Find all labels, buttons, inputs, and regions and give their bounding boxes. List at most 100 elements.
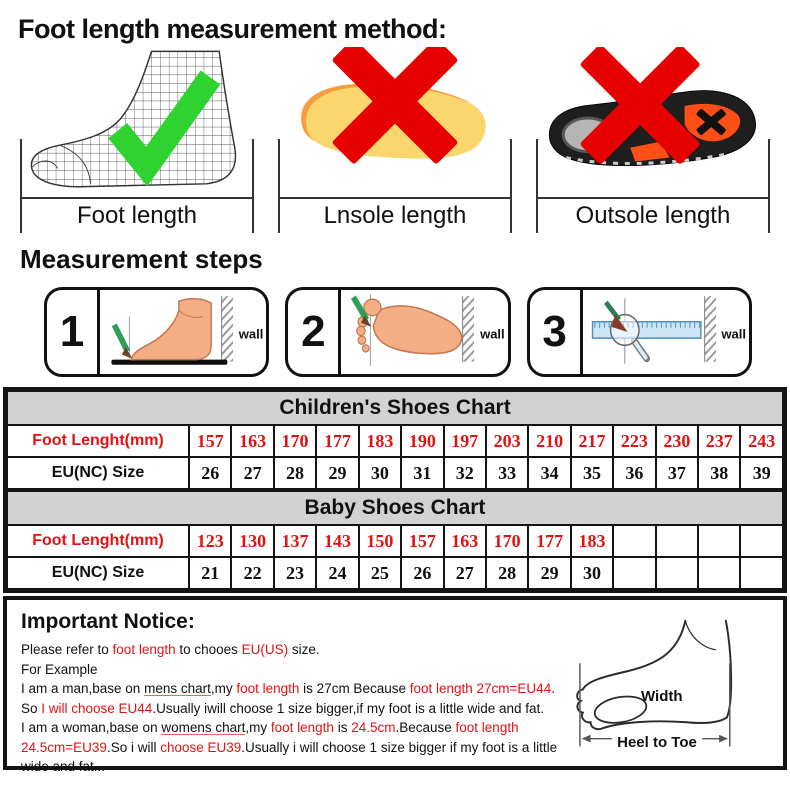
eu-size-cell: 27 <box>230 456 275 490</box>
eu-size-cell: 30 <box>357 456 403 490</box>
eu-size-cell: 31 <box>400 456 445 490</box>
notice-line: I am a woman,base on womens chart,my foo… <box>21 720 519 735</box>
step1-foot-side-icon <box>111 296 234 365</box>
foot-measure-diagram: Width Heel to Toe <box>565 613 765 758</box>
eu-size-cell: 26 <box>400 556 445 590</box>
insole-icon <box>301 47 487 164</box>
children-shoes-chart: Children's Shoes Chart Foot Lenght(mm) 157… <box>6 390 784 490</box>
measurement-steps: 1 wall 2 <box>0 287 790 377</box>
table-row: Foot Lenght(mm) 157 163 170 177 183 190 197 203 2… <box>6 424 784 458</box>
row-label-foot-length: Foot Lenght(mm) <box>6 524 190 558</box>
pencil-icon <box>111 323 133 359</box>
check-mark-icon <box>108 70 221 187</box>
measure-line <box>20 139 254 233</box>
important-notice: Important Notice: Please refer to foot l… <box>3 596 787 774</box>
figure-label: Lnsole length <box>323 202 467 229</box>
foot-length-cell: 183 <box>357 424 403 458</box>
table-row: EU(NC) Size 21 22 23 24 25 26 27 28 29 30 <box>6 556 784 590</box>
notice-text: Please refer to foot length to chooes EU… <box>21 640 566 777</box>
eu-size-cell: 38 <box>697 456 742 490</box>
page: { "title": "Foot length measurement meth… <box>0 14 790 804</box>
step2-foot-top-icon <box>351 294 475 366</box>
row-label-eu-size: EU(NC) Size <box>6 456 190 490</box>
step-number: 1 <box>47 290 100 374</box>
figure-insole-length: Lnsole length <box>266 47 524 233</box>
row-label-foot-length: Foot Lenght(mm) <box>6 424 190 458</box>
figure-label: Outsole length <box>575 202 731 229</box>
eu-size-cell <box>697 556 742 590</box>
length-figures: Foot length Lnsole length <box>0 47 790 233</box>
foot-length-cell: 203 <box>484 424 530 458</box>
page-title: Foot length measurement method: <box>18 14 447 44</box>
step-number: 3 <box>530 290 583 374</box>
measure-line <box>535 139 770 233</box>
foot-length-cell: 217 <box>569 424 615 458</box>
wall-label: wall <box>238 326 264 342</box>
size-chart-table: Children's Shoes Chart Foot Lenght(mm) 157… <box>6 390 784 490</box>
wall-label: wall <box>721 326 746 342</box>
foot-length-cell: 190 <box>400 424 445 458</box>
pencil-icon <box>351 295 372 327</box>
eu-size-cell: 33 <box>484 456 530 490</box>
cross-mark-icon <box>581 47 701 164</box>
eu-size-cell: 23 <box>272 556 318 590</box>
step-2: 2 <box>285 287 511 377</box>
eu-size-cell <box>612 556 657 590</box>
size-charts: Children's Shoes Chart Foot Lenght(mm) 157… <box>3 387 787 593</box>
table-row: Children's Shoes Chart <box>6 390 784 426</box>
eu-size-cell: 37 <box>654 456 700 490</box>
foot-length-cell: 243 <box>739 424 784 458</box>
foot-length-cell: 210 <box>527 424 572 458</box>
foot-length-cell: 183 <box>569 524 615 558</box>
foot-length-cell: 170 <box>484 524 530 558</box>
foot-length-cell: 230 <box>654 424 700 458</box>
eu-size-cell: 24 <box>315 556 360 590</box>
eu-size-cell: 39 <box>739 456 784 490</box>
foot-length-cell <box>654 524 700 558</box>
eu-size-cell: 34 <box>527 456 572 490</box>
foot-length-cell <box>739 524 784 558</box>
eu-size-cell: 35 <box>569 456 615 490</box>
table-row: Foot Lenght(mm) 123 130 137 143 150 157 163 170 1… <box>6 524 784 558</box>
foot-length-cell: 150 <box>357 524 403 558</box>
step-1: 1 wall <box>44 287 270 377</box>
eu-size-cell: 25 <box>357 556 403 590</box>
foot-length-cell: 237 <box>697 424 742 458</box>
baby-shoes-chart: Baby Shoes Chart Foot Lenght(mm) 123 130 137… <box>6 490 784 590</box>
eu-size-cell: 22 <box>230 556 275 590</box>
cross-mark-icon <box>333 47 458 164</box>
eu-size-cell <box>654 556 700 590</box>
figure-outsole-length: Outsole length <box>524 47 782 233</box>
eu-size-cell: 21 <box>187 556 233 590</box>
size-chart-table: Baby Shoes Chart Foot Lenght(mm) 123 130 137… <box>6 490 784 590</box>
measure-line <box>277 139 512 233</box>
foot-length-cell: 163 <box>230 424 275 458</box>
chart-title: Children's Shoes Chart <box>6 390 784 426</box>
eu-size-cell <box>739 556 784 590</box>
eu-size-cell: 26 <box>187 456 233 490</box>
eu-size-cell: 36 <box>612 456 657 490</box>
foot-length-cell: 177 <box>527 524 572 558</box>
figure-foot-length: Foot length <box>8 47 266 233</box>
eu-size-cell: 29 <box>315 456 360 490</box>
table-row: EU(NC) Size 26 27 28 29 30 31 32 33 34 35 36 37 38 39 <box>6 456 784 490</box>
foot-length-cell: 223 <box>612 424 657 458</box>
step-3: 3 <box>526 287 752 377</box>
outsole-icon <box>549 47 757 167</box>
table-row: Baby Shoes Chart <box>6 490 784 526</box>
notice-line: Please refer to foot length to chooes EU… <box>21 642 320 657</box>
foot-length-cell: 163 <box>442 524 487 558</box>
foot-length-cell: 177 <box>315 424 360 458</box>
heel-to-toe-label: Heel to Toe <box>612 734 702 751</box>
eu-size-cell: 28 <box>484 556 530 590</box>
notice-line: wide and fat... <box>21 759 106 774</box>
foot-length-cell <box>697 524 742 558</box>
foot-length-cell: 157 <box>187 424 233 458</box>
foot-length-cell: 157 <box>400 524 445 558</box>
eu-size-cell: 32 <box>442 456 487 490</box>
row-label-eu-size: EU(NC) Size <box>6 556 190 590</box>
eu-size-cell: 30 <box>569 556 615 590</box>
step-number: 2 <box>288 290 342 374</box>
foot-length-cell <box>612 524 657 558</box>
eu-size-cell: 29 <box>527 556 572 590</box>
